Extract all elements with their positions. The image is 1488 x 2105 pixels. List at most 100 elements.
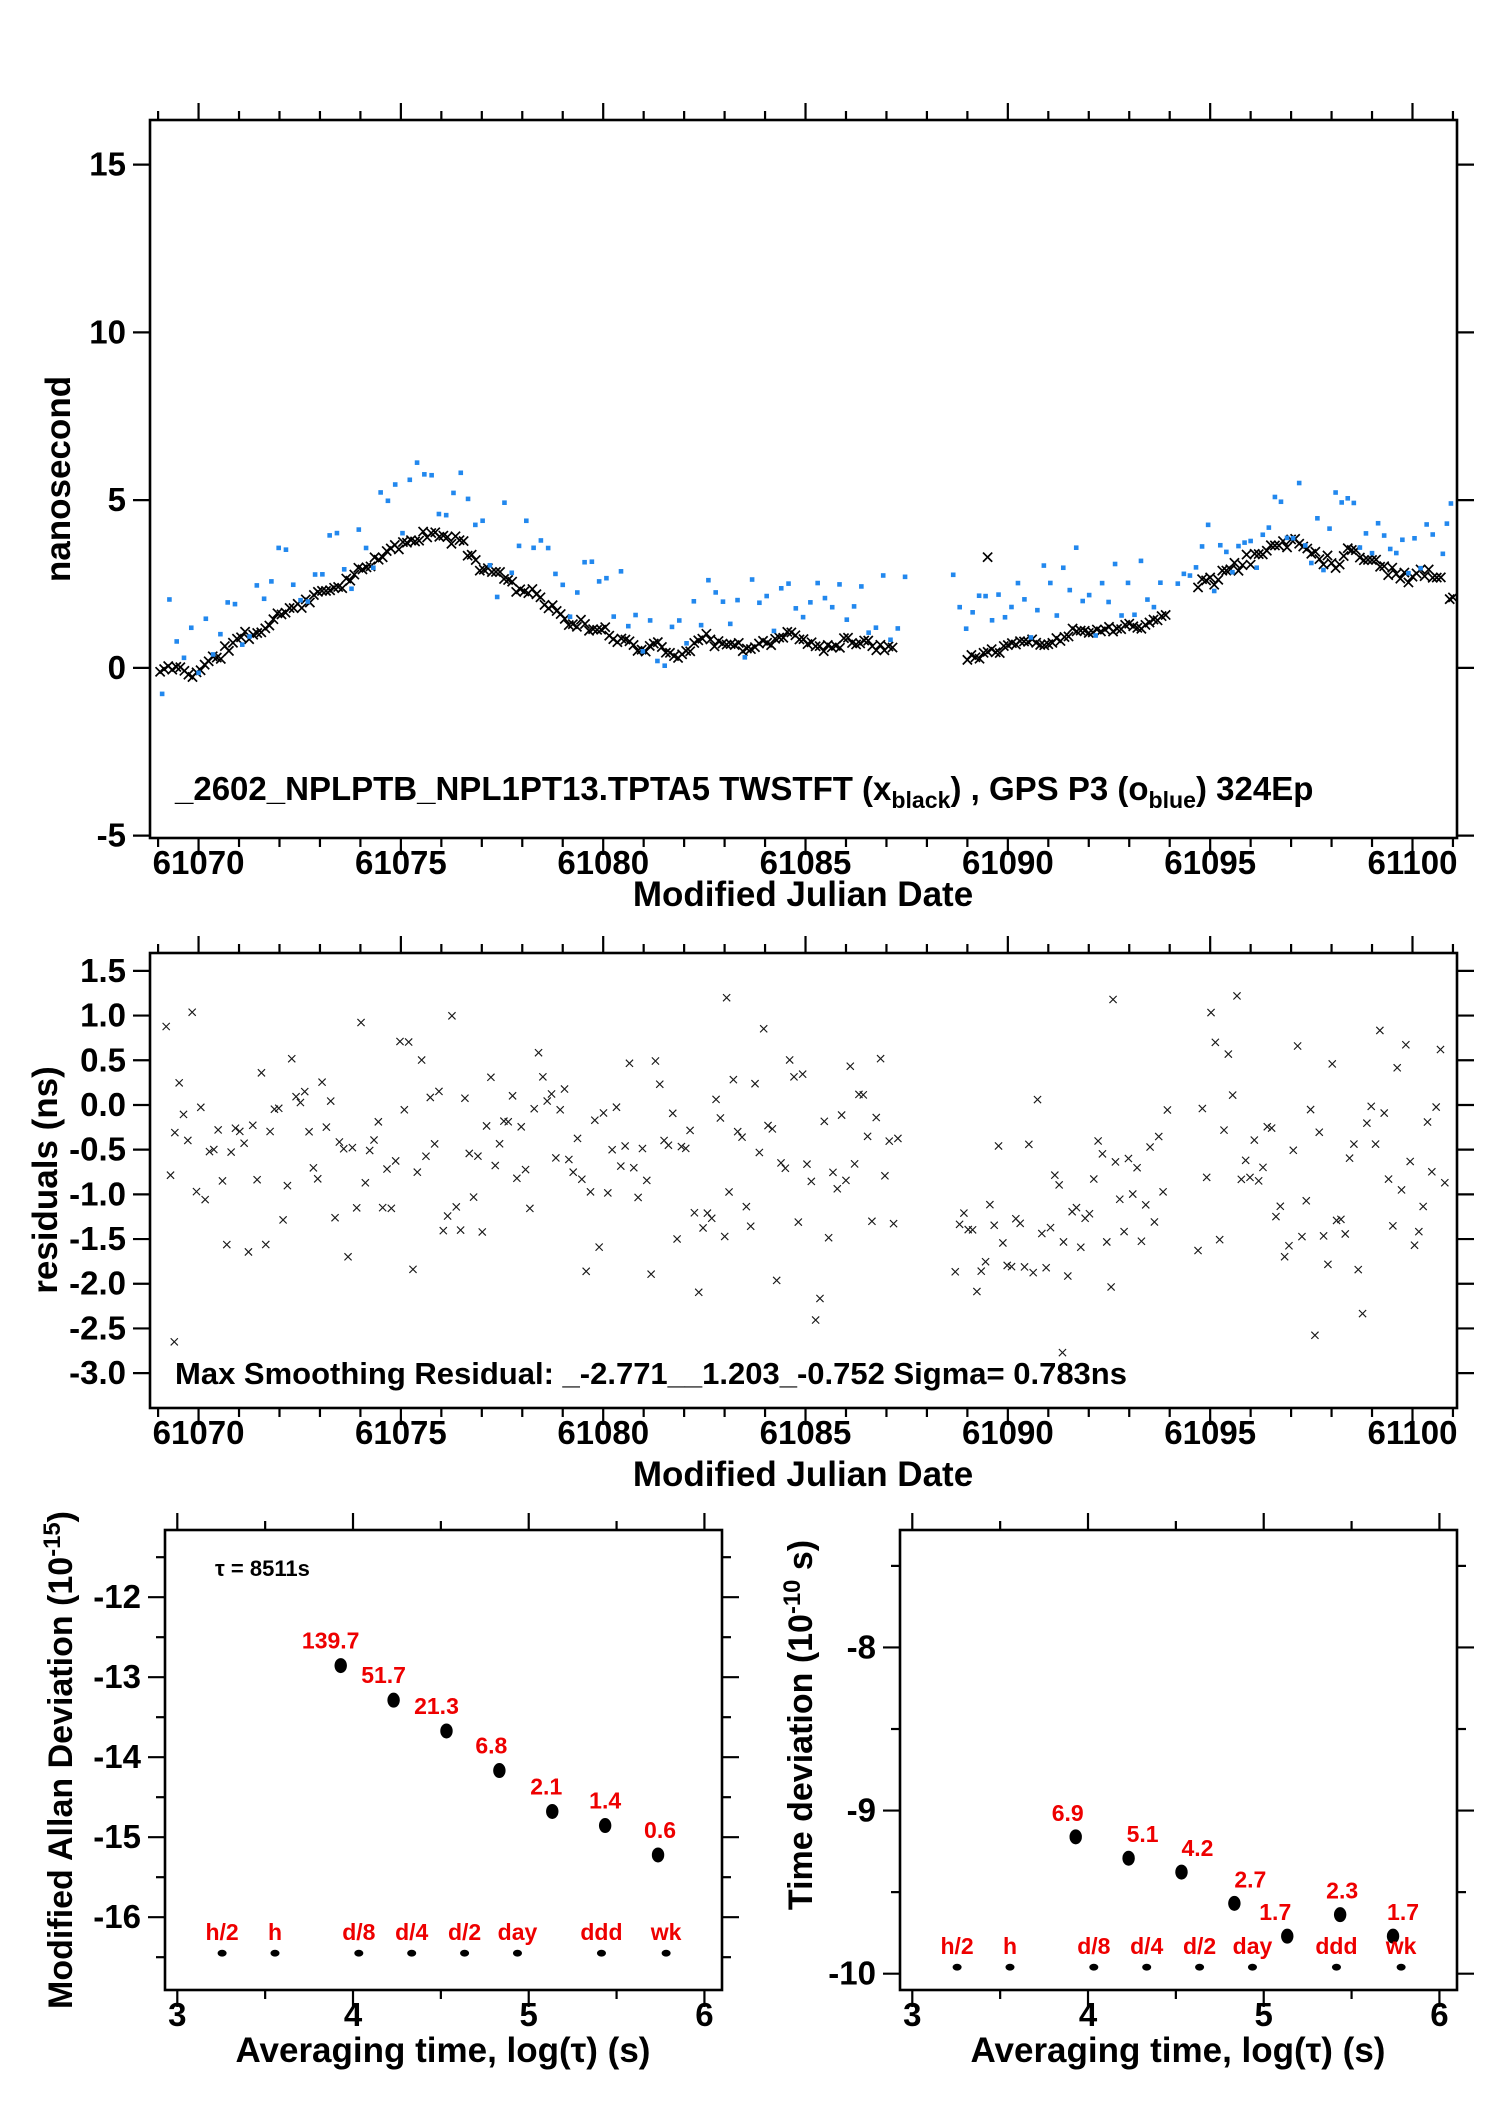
gps-p3-point <box>429 472 434 478</box>
gps-p3-point <box>356 527 362 532</box>
residuals-point <box>1085 1209 1094 1218</box>
gps-p3-point <box>575 590 580 595</box>
y-axis-label: nanosecond <box>39 376 78 582</box>
residuals-point <box>1375 1026 1384 1035</box>
gps-p3-point <box>451 490 456 496</box>
residuals-point <box>1341 1229 1350 1238</box>
twstft-point <box>875 639 886 650</box>
x-axis-label: Averaging time, log(τ) (s) <box>971 2031 1386 2070</box>
residuals-point <box>1111 1157 1120 1166</box>
gps-p3-point <box>290 582 296 588</box>
gps-p3-point <box>181 655 187 661</box>
tau-reference-label: d/4 <box>395 1919 428 1945</box>
gps-p3-point <box>1302 543 1308 548</box>
gps-p3-point <box>1333 490 1338 495</box>
gps-p3-point <box>341 567 347 572</box>
residuals-point <box>188 1008 197 1017</box>
gps-p3-point <box>596 579 602 584</box>
residuals-point <box>530 1104 539 1113</box>
gps-p3-point <box>1412 535 1417 541</box>
gps-p3-point <box>283 547 289 552</box>
gps-p3-point <box>706 577 711 583</box>
residuals-point <box>495 1139 504 1148</box>
residuals-point <box>1037 1229 1046 1238</box>
residuals-point <box>1306 1105 1315 1114</box>
residuals-point <box>201 1195 210 1204</box>
twstft-point <box>1444 593 1455 605</box>
gps-p3-point <box>1345 496 1351 501</box>
gps-p3-point <box>778 585 784 591</box>
residuals-point <box>569 1168 578 1177</box>
gps-p3-point <box>1054 613 1060 618</box>
x-tick-label: 3 <box>168 1996 186 2033</box>
residuals-point <box>517 1122 526 1131</box>
twstft-point <box>535 592 546 603</box>
residuals-point <box>798 1070 807 1079</box>
gps-p3-point <box>465 496 471 502</box>
gps-p3-point <box>1321 567 1326 573</box>
tau-reference-label: h <box>268 1919 282 1945</box>
twstft-point <box>458 535 469 547</box>
gps-p3-point <box>516 543 522 549</box>
gps-p3-point <box>970 610 975 615</box>
residuals-point <box>742 1202 751 1211</box>
tau-reference-label: h/2 <box>940 1933 973 1959</box>
deviation-value-label: 1.7 <box>1387 1899 1419 1925</box>
twstft-point <box>579 618 591 630</box>
residuals-point <box>751 1079 760 1088</box>
x-axis-label: Modified Julian Date <box>633 875 973 914</box>
gps-p3-point <box>735 597 740 603</box>
residuals-point <box>629 1163 638 1172</box>
residuals-point <box>1072 1203 1081 1212</box>
gps-p3-point <box>1284 535 1290 541</box>
residuals-point <box>326 1097 335 1106</box>
twstft-point <box>223 645 235 657</box>
residuals-point <box>1397 1185 1406 1194</box>
gps-p3-point <box>604 575 609 581</box>
residuals-point <box>859 1090 868 1099</box>
residuals-point <box>573 1134 582 1143</box>
y-tick-label: -2.5 <box>69 1309 126 1346</box>
twstft-point <box>284 602 295 614</box>
gps-p3-point <box>494 594 500 600</box>
twstft-point <box>640 646 651 657</box>
residuals-point <box>1102 1237 1111 1246</box>
residuals-point <box>292 1092 301 1101</box>
residuals-point <box>764 1121 773 1130</box>
residuals-point <box>1271 1212 1280 1221</box>
residuals-point <box>413 1168 422 1177</box>
residuals-point <box>1245 1173 1254 1182</box>
x-tick-label: 61085 <box>760 844 852 881</box>
residuals-point <box>880 1171 889 1180</box>
residuals-point <box>447 1011 456 1020</box>
gps-p3-point <box>531 545 536 551</box>
twstft-point <box>1018 636 1030 647</box>
gps-p3-point <box>822 595 828 601</box>
tau-reference-dot <box>1195 1963 1205 1971</box>
residuals-point <box>1237 1175 1246 1184</box>
tau-reference-dot <box>1247 1963 1257 1971</box>
residuals-point <box>348 1143 357 1152</box>
gps-p3-point <box>1138 558 1144 564</box>
gps-p3-point <box>436 511 442 517</box>
gps-p3-point <box>963 626 969 631</box>
twstft-point <box>1217 565 1228 576</box>
gps-p3-point <box>1035 607 1040 613</box>
y-tick-label: 0 <box>108 649 126 686</box>
deviation-value-label: 51.7 <box>361 1662 406 1688</box>
residuals-point <box>794 1218 803 1227</box>
twstft-point <box>215 653 227 665</box>
twstft-point <box>1265 539 1277 551</box>
tau-reference-dot <box>1005 1963 1015 1971</box>
deviation-point <box>1122 1850 1135 1866</box>
y-tick-label: -10 <box>828 1955 876 1992</box>
twstft-point <box>1075 625 1086 636</box>
residuals-point <box>815 1294 824 1303</box>
deviation-value-label: 2.1 <box>530 1773 562 1799</box>
residuals-point <box>621 1141 630 1150</box>
gps-p3-point <box>480 518 485 524</box>
x-tick-label: 61075 <box>355 844 447 881</box>
x-tick-label: 61070 <box>153 844 245 881</box>
residuals-point <box>1289 1146 1298 1155</box>
gps-p3-point <box>793 606 799 611</box>
